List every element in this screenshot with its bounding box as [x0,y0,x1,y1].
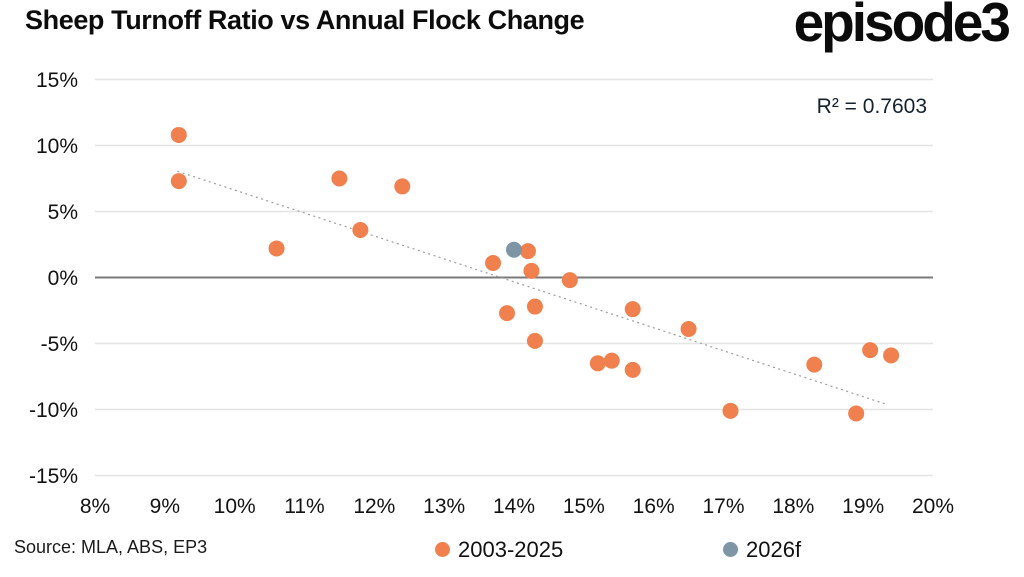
data-point-2003-2025 [589,355,606,372]
x-tick-label: 10% [214,495,256,518]
x-tick-label: 20% [912,495,954,518]
episode3-logo: episode3 [793,0,1011,53]
y-tick-label: -10% [29,399,78,422]
data-point-2003-2025 [331,170,348,187]
data-point-2003-2025 [523,262,540,279]
data-point-2003-2025 [526,332,543,349]
y-tick-label: 15% [36,69,78,92]
legend-label-2003-2025: 2003-2025 [458,536,564,562]
x-tick-label: 14% [493,495,535,518]
data-point-2003-2025 [561,272,578,289]
y-tick-label: 0% [48,267,78,290]
legend-label-2026f: 2026f [746,536,802,562]
x-tick-label: 18% [772,495,814,518]
data-point-2003-2025 [526,298,543,315]
data-point-2003-2025 [394,178,411,195]
r2-annotation: R² = 0.7603 [816,95,927,118]
x-tick-label: 16% [633,495,675,518]
data-point-2026f [506,241,522,258]
y-tick-label: -5% [41,333,78,356]
x-tick-label: 8% [80,495,110,518]
legend-dot-2003-2025-icon [435,542,450,557]
x-tick-label: 15% [563,495,605,518]
x-tick-label: 17% [702,495,744,518]
data-point-2003-2025 [485,254,502,271]
data-point-2003-2025 [624,301,641,318]
data-point-2003-2025 [862,342,879,359]
chart-title: Sheep Turnoff Ratio vs Annual Flock Chan… [25,5,585,35]
y-tick-label: 10% [36,135,78,158]
y-tick-label: -15% [29,465,78,488]
x-tick-label: 11% [284,495,324,518]
source-note: Source: MLA, ABS, EP3 [14,537,208,557]
x-tick-label: 19% [842,495,884,518]
x-tick-label: 12% [353,495,395,518]
data-point-2003-2025 [499,305,516,322]
data-point-2003-2025 [680,320,697,337]
data-point-2003-2025 [352,221,369,238]
data-point-2003-2025 [806,356,823,373]
legend-dot-2026f-icon [723,542,738,557]
y-tick-label: 5% [48,201,78,224]
x-tick-label: 13% [423,495,465,518]
legend-item-2026f: 2026f [723,537,801,562]
data-point-2003-2025 [268,240,285,257]
data-point-2003-2025 [603,352,620,369]
x-tick-label: 9% [150,495,180,518]
data-point-2003-2025 [519,243,536,260]
data-point-2003-2025 [170,173,187,190]
data-point-2003-2025 [170,126,187,143]
data-point-2003-2025 [883,347,900,364]
data-point-2003-2025 [848,405,865,422]
data-point-2003-2025 [624,361,641,378]
legend-item-2003-2025: 2003-2025 [435,537,563,562]
data-point-2003-2025 [722,402,739,419]
trendline [177,170,887,405]
